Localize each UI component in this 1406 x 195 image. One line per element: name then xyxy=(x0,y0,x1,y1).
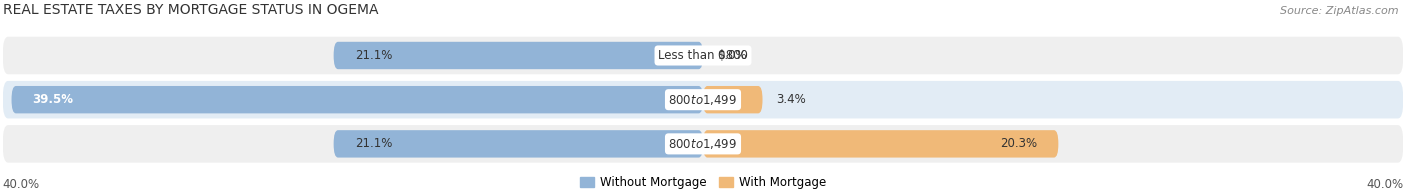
Text: $800 to $1,499: $800 to $1,499 xyxy=(668,137,738,151)
Text: 40.0%: 40.0% xyxy=(3,178,39,191)
FancyBboxPatch shape xyxy=(3,37,1403,74)
FancyBboxPatch shape xyxy=(333,42,703,69)
Text: 3.4%: 3.4% xyxy=(776,93,806,106)
FancyBboxPatch shape xyxy=(3,81,1403,118)
FancyBboxPatch shape xyxy=(11,86,703,113)
Legend: Without Mortgage, With Mortgage: Without Mortgage, With Mortgage xyxy=(575,171,831,193)
FancyBboxPatch shape xyxy=(333,130,703,158)
Text: 0.0%: 0.0% xyxy=(717,49,747,62)
Text: $800 to $1,499: $800 to $1,499 xyxy=(668,93,738,107)
Text: 21.1%: 21.1% xyxy=(354,137,392,150)
FancyBboxPatch shape xyxy=(703,86,762,113)
Text: 20.3%: 20.3% xyxy=(1000,137,1038,150)
Text: 21.1%: 21.1% xyxy=(354,49,392,62)
Text: Less than $800: Less than $800 xyxy=(658,49,748,62)
Text: 39.5%: 39.5% xyxy=(32,93,73,106)
FancyBboxPatch shape xyxy=(3,125,1403,163)
Text: 40.0%: 40.0% xyxy=(1367,178,1403,191)
FancyBboxPatch shape xyxy=(703,130,1059,158)
Text: Source: ZipAtlas.com: Source: ZipAtlas.com xyxy=(1281,6,1399,16)
Text: REAL ESTATE TAXES BY MORTGAGE STATUS IN OGEMA: REAL ESTATE TAXES BY MORTGAGE STATUS IN … xyxy=(3,3,378,17)
